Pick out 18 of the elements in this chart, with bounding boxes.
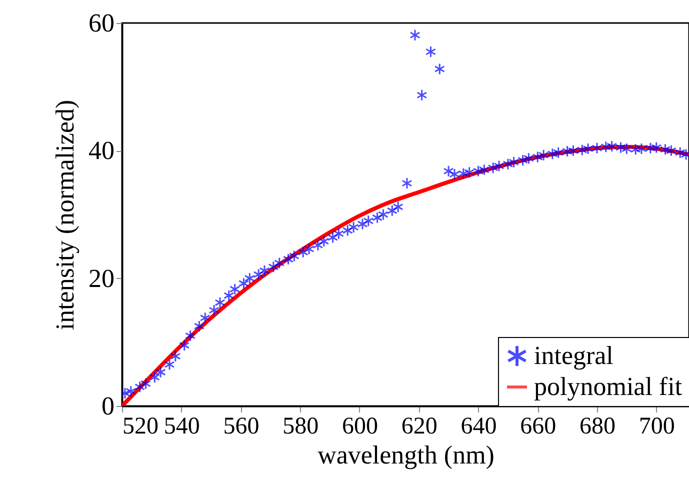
y-tick-label: 40 bbox=[88, 136, 114, 166]
legend-label: polynomial fit bbox=[534, 372, 683, 401]
y-tick-label: 20 bbox=[88, 264, 114, 293]
x-tick-label: 540 bbox=[164, 414, 200, 440]
y-tick-label: 0 bbox=[102, 392, 114, 420]
x-tick-label: 700 bbox=[638, 414, 675, 440]
y-tick-label: 60 bbox=[88, 8, 114, 38]
legend-label: integral bbox=[534, 341, 614, 370]
x-tick-label: 640 bbox=[460, 414, 497, 440]
x-tick-label: 620 bbox=[401, 414, 438, 440]
x-tick-label: 600 bbox=[342, 414, 378, 440]
y-axis-title: intensity (normalized) bbox=[50, 100, 80, 330]
x-tick-label: 680 bbox=[579, 414, 616, 440]
x-tick-label: 660 bbox=[520, 414, 556, 440]
x-axis-title: wavelength (nm) bbox=[318, 440, 494, 470]
x-tick-label: 560 bbox=[223, 414, 260, 440]
x-tick-label: 580 bbox=[282, 414, 319, 440]
x-tick-label: 520 bbox=[122, 414, 158, 440]
